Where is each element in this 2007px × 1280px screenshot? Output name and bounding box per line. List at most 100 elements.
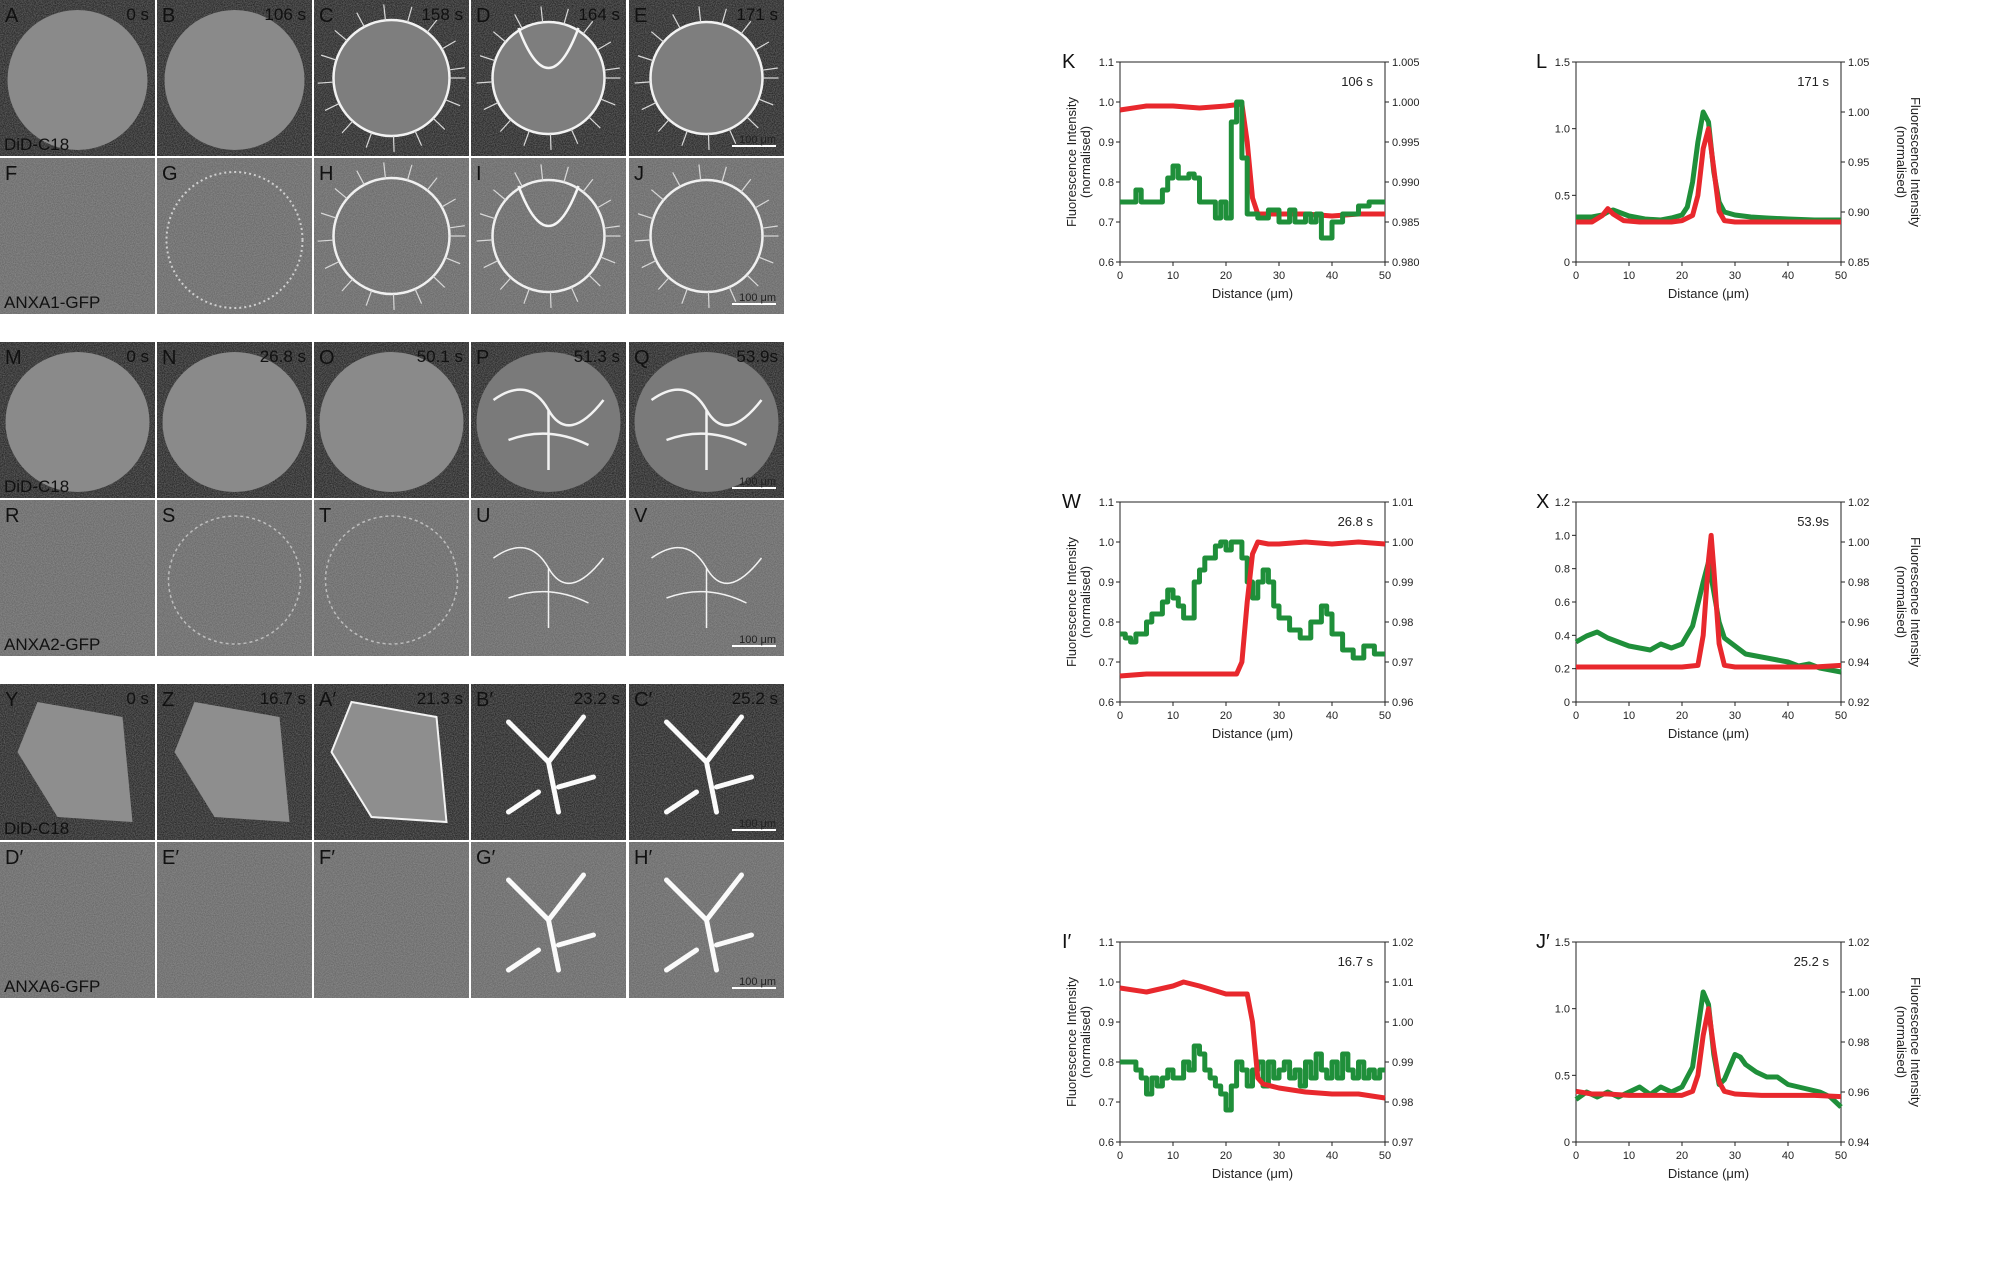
micrograph-panel: C 158 s: [314, 0, 469, 156]
chart-panel-W: W 0.6 0.7 0.8 0.9 1.0 1.1 0.96 0.97 0.98 0.99 1.00 1…: [1062, 491, 1413, 741]
fold-network: [492, 388, 605, 470]
y-axis-label-sub: (normalised): [1078, 1006, 1093, 1078]
x-tick-label: 0: [1573, 1150, 1579, 1162]
time-label: 25.2 s: [732, 689, 778, 708]
fold-network: [506, 714, 596, 815]
series-line-green: [1120, 1043, 1385, 1113]
protrusion: [476, 239, 493, 242]
micrograph-panel: T: [314, 500, 469, 656]
micrograph-panel: F′: [314, 842, 469, 998]
micrograph-panel: G′: [471, 842, 626, 998]
y2-tick-label: 0.99: [1392, 577, 1413, 589]
membrane-outline: [165, 171, 304, 309]
y-axis-label-sub: (normalised): [1078, 566, 1093, 638]
channel-label: ANXA6-GFP: [4, 977, 100, 996]
protrusion: [761, 225, 778, 229]
x-tick-label: 20: [1676, 710, 1688, 722]
panel-label: V: [634, 505, 648, 527]
y-tick-label: 0.8: [1099, 177, 1114, 189]
protrusion: [414, 288, 423, 304]
protrusion: [445, 257, 461, 265]
panel-label: F: [5, 163, 17, 185]
time-label: 0 s: [126, 5, 149, 24]
y-tick-label: 0.5: [1555, 1070, 1570, 1082]
protrusion: [672, 172, 681, 187]
membrane-patch: [491, 20, 606, 136]
micrograph-grain: [314, 158, 469, 314]
panel-label: P: [476, 347, 489, 369]
membrane-patch: [319, 352, 464, 492]
protrusion: [721, 166, 727, 183]
micrograph-grain: [157, 158, 312, 314]
y-tick-label: 1.0: [1555, 124, 1570, 136]
time-label: 16.7 s: [260, 689, 306, 708]
series-line-green: [1120, 99, 1385, 241]
time-label: 0 s: [126, 689, 149, 708]
y2-tick-label: 1.00: [1848, 987, 1869, 999]
panel-label: F′: [319, 847, 335, 869]
y2-tick-label: 1.00: [1392, 1017, 1413, 1029]
plot-frame: [1575, 941, 1842, 1143]
chart-panel-label: X: [1536, 491, 1549, 513]
y2-tick-label: 0.98: [1848, 577, 1869, 589]
y2-tick-label: 0.99: [1392, 1057, 1413, 1069]
protrusion: [514, 14, 523, 29]
y-tick-label: 0.7: [1099, 217, 1114, 229]
micrograph-panel: Y 0 s DiD-C18: [0, 684, 155, 840]
y2-axis-label: Fluorescence Intensity: [1908, 97, 1923, 228]
y2-axis-label: Fluorescence Intensity: [1908, 537, 1923, 668]
micrograph-panel: G: [157, 158, 312, 314]
protrusion: [445, 99, 461, 107]
protrusion: [523, 130, 530, 146]
protrusion: [549, 291, 552, 308]
time-label: 23.2 s: [574, 689, 620, 708]
y-tick-label: 0.9: [1099, 577, 1114, 589]
x-tick-label: 20: [1220, 1150, 1232, 1162]
time-label: 50.1 s: [417, 347, 463, 366]
protrusion: [600, 98, 616, 106]
panel-label: Z: [162, 689, 174, 711]
protrusion: [317, 81, 334, 84]
channel-label: ANXA1-GFP: [4, 293, 100, 312]
y2-tick-label: 1.02: [1848, 497, 1869, 509]
x-tick-label: 20: [1676, 1150, 1688, 1162]
protrusion: [641, 260, 657, 269]
chart-panel-label: W: [1062, 491, 1081, 513]
y-tick-label: 0.9: [1099, 137, 1114, 149]
plot-frame: [1119, 61, 1386, 263]
protrusion: [641, 102, 657, 111]
y-tick-label: 0: [1564, 697, 1570, 709]
x-tick-label: 40: [1782, 270, 1794, 282]
fold-network: [664, 872, 754, 973]
protrusion: [383, 4, 387, 21]
protrusion: [650, 189, 664, 201]
x-tick-label: 20: [1220, 270, 1232, 282]
micrograph-panel: D′ ANXA6-GFP: [0, 842, 155, 998]
y-tick-label: 0.8: [1099, 617, 1114, 629]
micrograph-panel: E′: [157, 842, 312, 998]
y-tick-label: 1.0: [1099, 97, 1114, 109]
plot-frame: [1119, 501, 1386, 703]
micrograph-panel: I: [471, 158, 626, 314]
x-axis-label: Distance (μm): [1668, 286, 1749, 301]
micrograph-panel: V 100 μm: [629, 500, 784, 656]
fold: [517, 185, 580, 228]
y-axis-label: Fluorescence Intensity: [1064, 536, 1079, 667]
panel-label: O: [319, 347, 335, 369]
channel-label: ANXA2-GFP: [4, 635, 100, 654]
y2-tick-label: 0.94: [1848, 1137, 1869, 1149]
panel-label: E′: [162, 847, 179, 869]
y2-axis-label-sub: (normalised): [1894, 126, 1909, 198]
y2-tick-label: 1.00: [1848, 107, 1869, 119]
micrograph-panel: D 164 s: [471, 0, 626, 156]
y-tick-label: 1.5: [1555, 937, 1570, 949]
protrusion: [681, 130, 688, 146]
y2-tick-label: 0.90: [1848, 207, 1869, 219]
protrusion: [637, 55, 654, 62]
micrograph-panel: P 51.3 s: [471, 342, 626, 498]
protrusion: [479, 213, 496, 220]
protrusion: [383, 162, 387, 179]
panel-label: B′: [476, 689, 493, 711]
panel-label: E: [634, 5, 647, 27]
x-tick-label: 50: [1379, 710, 1391, 722]
